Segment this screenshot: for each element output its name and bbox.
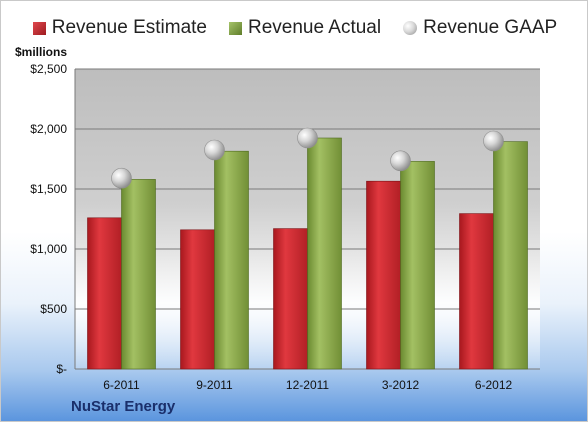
unit-label: $millions (15, 45, 68, 59)
company-name: NuStar Energy (71, 398, 176, 415)
gaap-point (204, 139, 225, 161)
gaap-point (390, 150, 411, 172)
actual-bar (307, 137, 342, 370)
estimate-bar (273, 228, 308, 370)
estimate-bar (459, 213, 494, 370)
gaap-point (297, 127, 318, 149)
actual-bar (493, 141, 528, 370)
actual-bar (214, 150, 249, 370)
legend-item-estimate: Revenue Estimate (32, 17, 207, 39)
legend-label-actual: Revenue Actual (248, 17, 382, 38)
gaap-points (111, 127, 504, 189)
actual-bar (121, 179, 156, 370)
legend-item-gaap: Revenue GAAP (403, 17, 557, 39)
estimate-bar (87, 217, 122, 370)
y-tick-label: $1,000 (30, 242, 67, 256)
gaap-point (111, 167, 132, 189)
y-tick-label: $2,000 (30, 122, 67, 136)
legend-swatch-estimate (32, 21, 46, 35)
gaap-point (483, 130, 504, 152)
x-axis: 6-2011 9-2011 12-2011 3-2012 6-2012 (103, 378, 512, 392)
y-tick-label: $2,500 (30, 62, 67, 76)
y-tick-label: $1,500 (30, 182, 67, 196)
legend: Revenue Estimate Revenue Actual Revenue … (1, 17, 588, 39)
x-tick-label: 9-2011 (196, 378, 233, 392)
legend-swatch-gaap (403, 21, 418, 35)
y-tick-label: $- (56, 362, 67, 376)
x-tick-label: 3-2012 (382, 378, 420, 392)
x-tick-label: 12-2011 (286, 378, 329, 392)
bars (87, 137, 528, 370)
estimate-bar (180, 229, 215, 370)
x-tick-label: 6-2011 (103, 378, 140, 392)
legend-label-estimate: Revenue Estimate (51, 17, 207, 38)
legend-item-actual: Revenue Actual (229, 17, 381, 39)
legend-label-gaap: Revenue GAAP (423, 17, 558, 38)
estimate-bar (366, 180, 401, 370)
x-tick-label: 6-2012 (475, 378, 513, 392)
actual-bar (400, 161, 435, 370)
legend-swatch-actual (229, 21, 242, 35)
y-tick-label: $500 (40, 302, 67, 316)
y-axis: $- $500 $1,000 $1,500 $2,000 $2,500 (30, 62, 76, 376)
